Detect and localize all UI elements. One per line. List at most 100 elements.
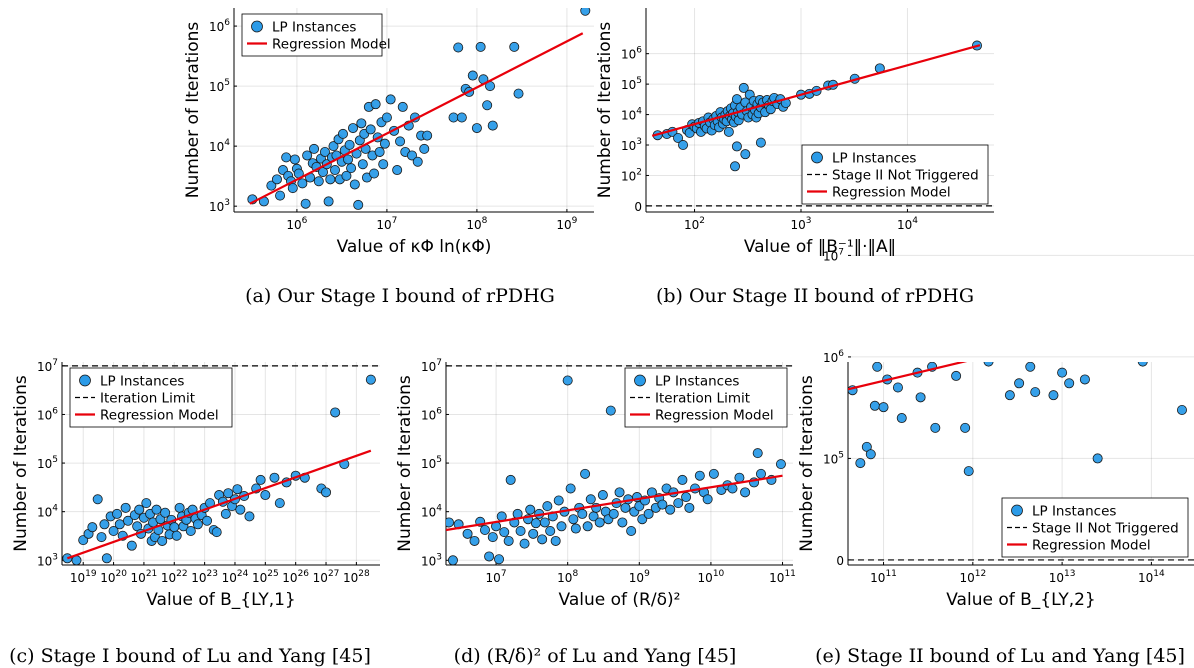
data-point [467, 70, 478, 81]
data-point [220, 508, 231, 519]
data-point [963, 466, 974, 477]
legend-label: LP Instances [1032, 504, 1116, 520]
data-point [266, 180, 277, 191]
data-point [255, 474, 266, 485]
data-point [325, 174, 336, 185]
data-point [365, 124, 376, 135]
data-point [1025, 362, 1036, 372]
legend-label: Regression Model [1032, 538, 1151, 554]
data-point [369, 168, 380, 179]
y-tick-label: 103 [421, 552, 442, 568]
y-tick-label: 107 [823, 247, 844, 263]
legend-marker-icon [251, 20, 263, 33]
data-point [755, 468, 766, 479]
data-point [174, 502, 185, 513]
data-point [582, 521, 593, 532]
data-point [487, 120, 498, 131]
legend-label: LP Instances [272, 20, 356, 36]
data-point [419, 143, 430, 154]
y-tick-label: 106 [209, 18, 230, 34]
y-tick-label: 105 [37, 455, 58, 471]
y-tick-label: 105 [621, 76, 642, 92]
data-point [1038, 334, 1047, 343]
data-point [99, 519, 110, 530]
data-point [723, 126, 734, 137]
data-point [509, 41, 520, 52]
y-axis-label: Number of Iterations [11, 375, 31, 552]
data-point [915, 392, 926, 403]
plot-area [646, 40, 994, 207]
data-point [349, 179, 360, 190]
x-tick-label: 103 [790, 216, 811, 232]
data-point [1018, 341, 1027, 350]
data-point [321, 487, 332, 498]
data-point [171, 530, 182, 541]
regression-line [66, 449, 372, 560]
data-point [945, 309, 954, 318]
legend-box [801, 144, 989, 205]
y-tick-label: 105 [421, 455, 442, 471]
data-point [456, 112, 467, 123]
data-point [565, 483, 576, 494]
x-tick-label: 108 [466, 216, 487, 232]
data-point [151, 504, 162, 515]
data-point [1092, 453, 1103, 464]
data-point [475, 41, 486, 52]
data-point [941, 348, 950, 357]
data-point [323, 196, 334, 207]
x-tick-label: 1023 [191, 569, 218, 585]
data-point [948, 267, 957, 276]
data-point [395, 136, 406, 147]
data-point [482, 100, 493, 111]
y-tick-label: 106 [37, 406, 58, 422]
data-point [626, 526, 637, 537]
data-point [397, 101, 408, 112]
data-point [975, 348, 984, 357]
data-point [1022, 322, 1031, 331]
regression-line [651, 44, 981, 137]
data-point [545, 526, 556, 537]
data-point [539, 517, 550, 528]
legend-label: Regression Model [655, 408, 774, 424]
data-point [999, 348, 1008, 357]
data-point [889, 344, 898, 353]
data-point [356, 118, 367, 129]
panel-caption: (a) Our Stage I bound of rPDHG [245, 285, 555, 307]
x-tick-label: 1026 [282, 569, 309, 585]
data-point [202, 515, 213, 526]
data-point [684, 502, 695, 513]
data-point [479, 524, 490, 535]
data-point [775, 459, 786, 470]
x-axis-label: Value of (R/δ)² [559, 590, 681, 610]
data-point [896, 413, 907, 424]
data-point [515, 526, 526, 537]
x-tick-label: 1025 [252, 569, 279, 585]
x-tick-label: 1021 [131, 569, 158, 585]
y-tick-label: 105 [209, 78, 230, 94]
x-tick-label: 102 [684, 216, 705, 232]
data-point [542, 501, 553, 512]
data-point [637, 514, 648, 525]
data-point [553, 495, 564, 506]
panel-d: 107 108 109 1010 1011 103 104 105 106 107 Value of… [395, 358, 796, 667]
y-axis-label: Number of Iterations [183, 22, 203, 199]
data-point [519, 538, 530, 549]
data-point [528, 528, 539, 539]
data-point [108, 526, 119, 537]
data-point [872, 362, 883, 372]
data-point [1073, 322, 1082, 331]
legend-label: Stage II Not Triggered [832, 168, 979, 184]
data-point [920, 334, 929, 343]
data-point [513, 88, 524, 99]
data-point [1011, 305, 1020, 314]
data-point [1002, 270, 1011, 279]
data-point [211, 527, 222, 538]
y-tick-label: 104 [421, 504, 442, 520]
plot-area [848, 267, 1194, 561]
panel-e: 1011 1012 1013 1014 0 105 106 107 Value of B_{LY… [797, 247, 1194, 667]
legend-label: LP Instances [100, 374, 184, 390]
data-point [487, 532, 498, 543]
data-point [614, 487, 625, 498]
data-point [981, 316, 990, 325]
data-point [160, 507, 171, 518]
